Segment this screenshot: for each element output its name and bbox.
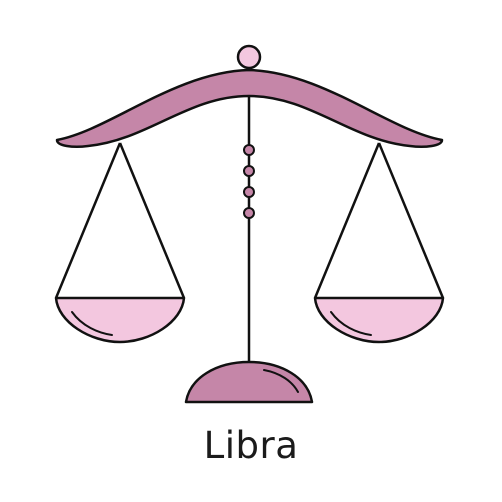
- balance-beam: [55, 68, 444, 148]
- post-beads: [243, 144, 255, 219]
- top-knob: [236, 44, 262, 70]
- right-pan-strings: [313, 142, 445, 299]
- right-pan: [313, 296, 445, 344]
- bead: [243, 186, 255, 198]
- scale-base: [184, 360, 314, 404]
- bead: [243, 144, 255, 156]
- left-pan: [54, 296, 186, 344]
- left-pan-strings: [54, 142, 186, 299]
- bead: [243, 207, 255, 219]
- caption-label: Libra: [203, 424, 299, 467]
- bead: [243, 165, 255, 177]
